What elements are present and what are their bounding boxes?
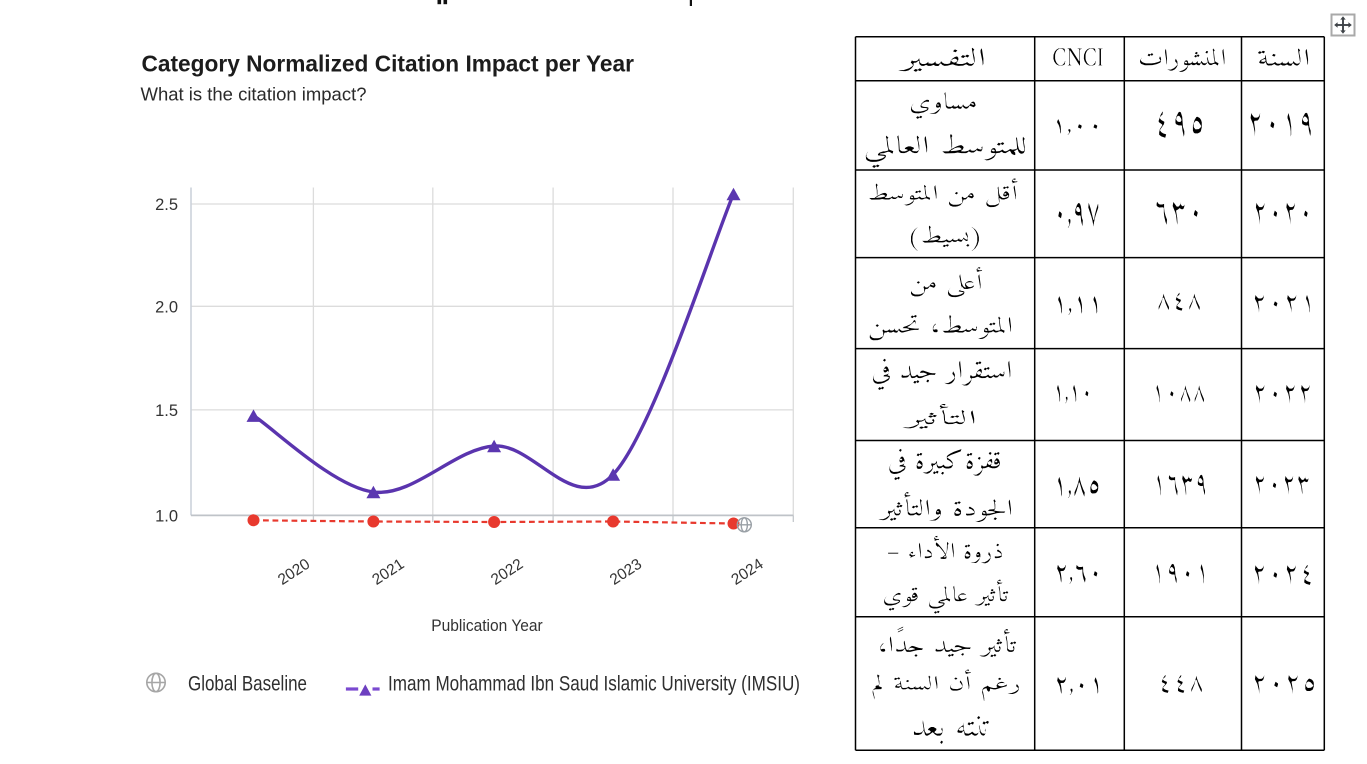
svg-text:Imam Mohammad Ibn Saud Islamic: Imam Mohammad Ibn Saud Islamic Universit… <box>388 672 800 696</box>
svg-text:Category Normalized Citation I: Category Normalized Citation Impact per … <box>142 51 635 77</box>
svg-text:2.5: 2.5 <box>155 196 178 214</box>
svg-text:What is the citation impact?: What is the citation impact? <box>141 85 367 105</box>
svg-text:2024: 2024 <box>728 555 766 588</box>
svg-text:1.5: 1.5 <box>155 402 178 420</box>
svg-text:1.0: 1.0 <box>155 508 178 526</box>
svg-text:2021: 2021 <box>369 556 407 589</box>
svg-text:2022: 2022 <box>488 556 526 589</box>
svg-text:2.0: 2.0 <box>155 299 178 317</box>
svg-text:Publication Year: Publication Year <box>431 617 543 635</box>
svg-text:2020: 2020 <box>275 555 313 588</box>
svg-text:2023: 2023 <box>607 556 645 589</box>
svg-text:Global Baseline: Global Baseline <box>188 672 307 696</box>
